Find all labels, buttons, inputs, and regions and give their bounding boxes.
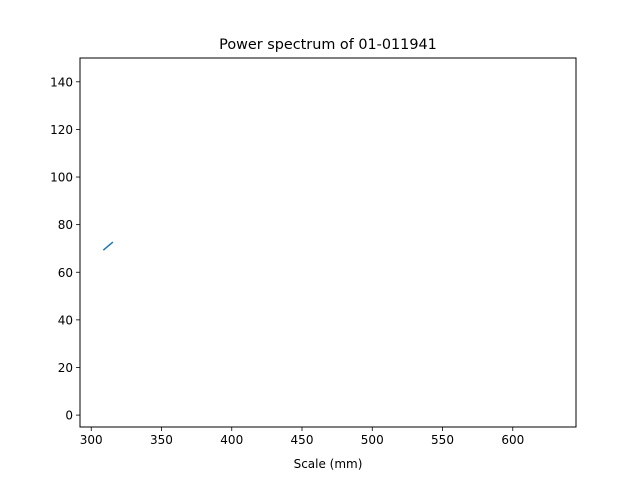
y-tick-label: 0	[65, 409, 73, 423]
x-tick-label: 300	[80, 433, 103, 447]
y-tick-label: 100	[50, 171, 73, 185]
plot-area	[102, 241, 114, 251]
y-tick-label: 120	[50, 123, 73, 137]
x-axis-label: Scale (mm)	[294, 457, 363, 471]
x-tick-label: 500	[361, 433, 384, 447]
y-tick-label: 140	[50, 75, 73, 89]
y-tick-label: 60	[58, 266, 73, 280]
chart-title: Power spectrum of 01-011941	[219, 37, 437, 53]
series-line	[102, 241, 114, 251]
x-tick-label: 550	[431, 433, 454, 447]
y-tick-label: 80	[58, 218, 73, 232]
y-axis: 0 20 40 60 80 100 120 140	[50, 75, 80, 423]
x-axis: 300 350 400 450 500 550 600	[80, 427, 524, 447]
x-tick-label: 400	[220, 433, 243, 447]
x-tick-label: 450	[291, 433, 314, 447]
y-tick-label: 40	[58, 313, 73, 327]
y-tick-label: 20	[58, 361, 73, 375]
plot-frame	[79, 57, 577, 428]
x-tick-label: 600	[501, 433, 524, 447]
x-tick-label: 350	[150, 433, 173, 447]
